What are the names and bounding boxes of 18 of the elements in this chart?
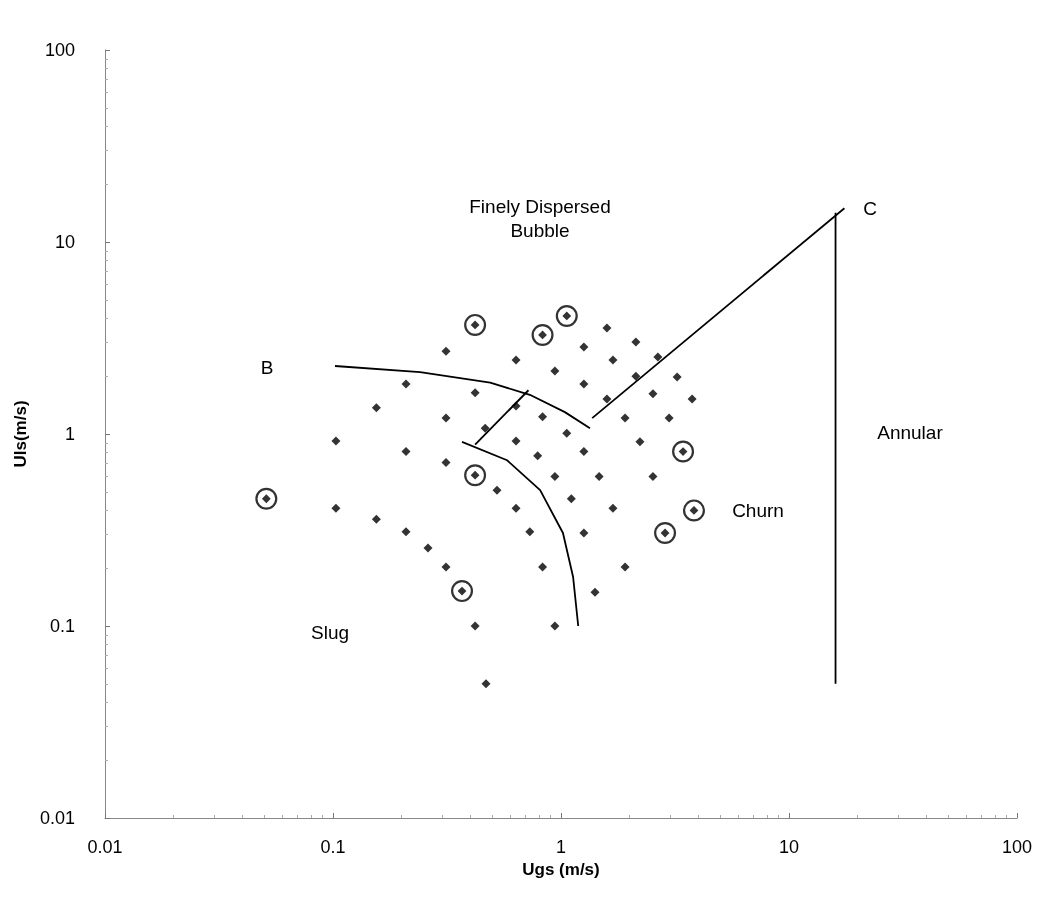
annotation: B — [260, 356, 274, 378]
x-tick-label: 10 — [778, 837, 800, 857]
annotation: Slug — [310, 621, 350, 643]
x-axis-title: Ugs (m/s) — [522, 859, 600, 879]
y-tick-label: 100 — [44, 40, 75, 60]
y-tick-label: 1 — [64, 424, 75, 444]
y-axis-title: Uls(m/s) — [11, 400, 31, 468]
annotation: Churn — [732, 499, 784, 521]
x-tick-label: 1 — [555, 837, 567, 857]
x-tick-label: 0.01 — [87, 837, 123, 857]
annotation: Annular — [877, 421, 944, 443]
annotation: C — [863, 197, 877, 219]
y-tick-label: 0.1 — [49, 616, 75, 636]
annotation: Finely Dispersed Bubble — [469, 195, 611, 241]
x-tick-label: 0.1 — [320, 837, 346, 857]
y-tick-label: 10 — [54, 232, 75, 252]
y-tick-label: 0.01 — [39, 808, 75, 828]
x-tick-label: 100 — [1001, 837, 1033, 857]
